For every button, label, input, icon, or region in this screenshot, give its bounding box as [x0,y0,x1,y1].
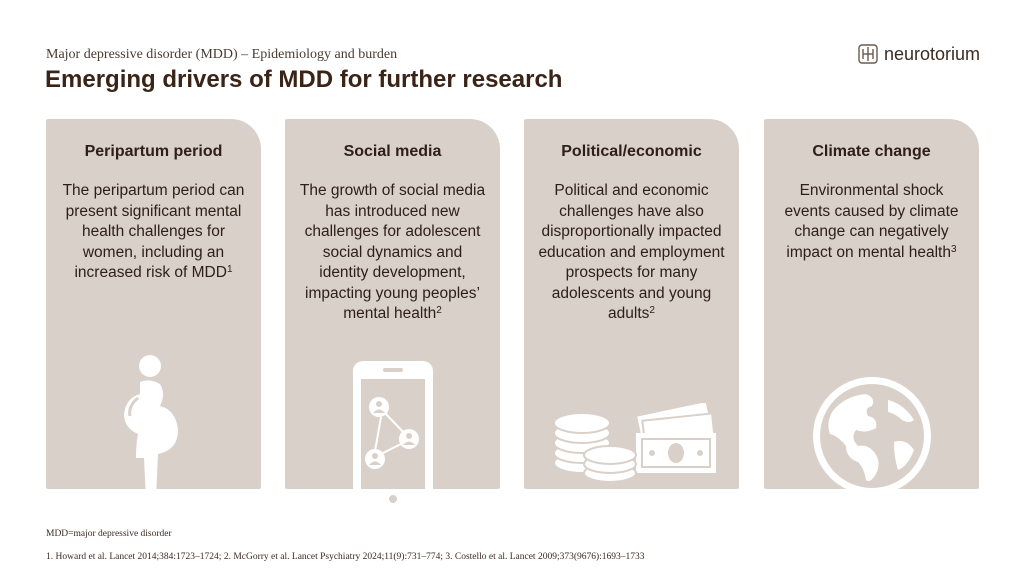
coins-banknotes-icon [553,403,717,483]
card-social-media: Social media The growth of social media … [285,119,500,507]
card-political-economic: Political/economic Political and economi… [524,119,739,489]
card-text: The peripartum period can present signif… [62,182,245,281]
card-climate-change: Climate change Environmental shock event… [764,119,979,495]
card-peripartum: Peripartum period The peripartum period … [46,119,261,499]
logo: neurotorium [858,43,980,65]
card-title: Peripartum period [84,143,223,160]
abbreviation-note: MDD=major depressive disorder [46,529,172,539]
card-text: Environmental shock events caused by cli… [784,182,959,261]
card-title: Social media [343,143,442,160]
reference-marker: 2 [649,305,655,316]
reference-marker: 2 [436,305,442,316]
reference-marker: 3 [951,243,957,255]
card-text: The growth of social media has introduce… [299,182,486,322]
neurotorium-logo-icon [858,44,878,64]
smartphone-network-icon [353,361,433,507]
reference-marker: 1 [226,264,233,275]
slide-subtitle: Major depressive disorder (MDD) – Epidem… [46,47,398,62]
card-title: Political/economic [561,143,702,160]
logo-text: neurotorium [883,43,980,64]
slide-title: Emerging drivers of MDD for further rese… [45,66,563,93]
pregnant-woman-icon [124,355,178,499]
card-text: Political and economic challenges have a… [538,182,725,322]
globe-icon [813,377,931,495]
references-note: 1. Howard et al. Lancet 2014;384:1723–17… [46,552,645,562]
card-title: Climate change [812,143,931,160]
